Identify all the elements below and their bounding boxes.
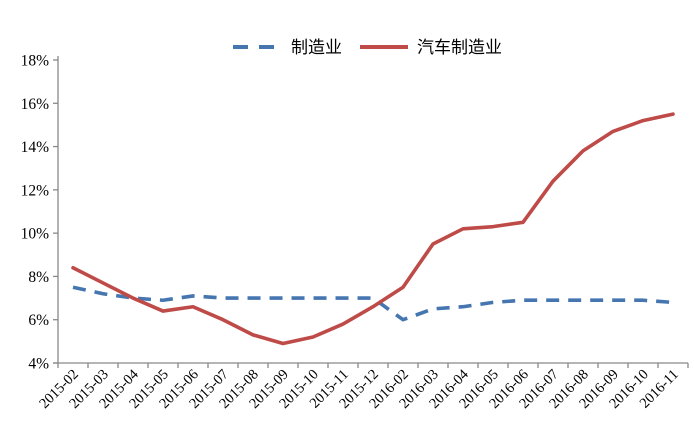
series-line-manufacturing <box>72 285 674 322</box>
y-tick-label: 12% <box>21 182 50 199</box>
y-tick-label: 18% <box>21 53 50 70</box>
y-tick-label: 14% <box>21 139 50 156</box>
y-tick-label: 10% <box>21 226 50 243</box>
y-tick-label: 16% <box>21 96 50 113</box>
y-tick-label: 4% <box>28 356 49 373</box>
series-line-auto-manufacturing <box>71 112 675 346</box>
legend-label-manufacturing: 制造业 <box>291 38 342 57</box>
legend-label-auto-manufacturing: 汽车制造业 <box>417 38 502 57</box>
y-tick-label: 6% <box>28 312 49 329</box>
y-tick-label: 8% <box>28 269 49 286</box>
